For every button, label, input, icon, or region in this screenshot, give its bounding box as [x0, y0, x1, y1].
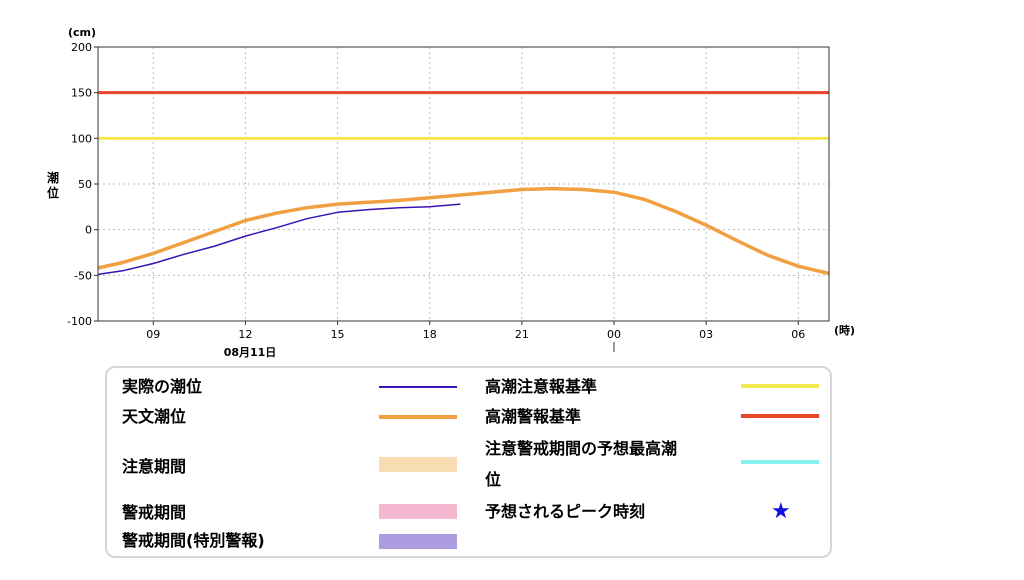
legend-actual-label: 実際の潮位 — [122, 377, 203, 396]
series-lines — [97, 186, 830, 276]
peak-star-icon: ★ — [771, 499, 791, 524]
legend-warning-standard-label: 高潮警報基準 — [485, 407, 582, 426]
x-unit-label: (時) — [834, 323, 855, 337]
y-tick-label: 200 — [71, 41, 92, 54]
y-axis-label: 潮位 — [47, 170, 59, 200]
legend-special-warning-swatch — [379, 534, 457, 549]
y-unit-label: (cm) — [68, 26, 96, 39]
legend-astronomical-swatch — [379, 415, 457, 419]
legend-predicted-max-label-1: 注意警戒期間の予想最高潮 — [485, 439, 678, 458]
x-tick-label: 06 — [791, 328, 805, 341]
legend-astronomical-label: 天文潮位 — [122, 407, 187, 426]
grid-lines — [98, 47, 829, 321]
threshold-lines — [98, 91, 829, 140]
legend-actual-swatch — [379, 386, 457, 388]
legend-predicted-max-swatch — [741, 460, 819, 464]
series-astronomical-line — [97, 186, 830, 276]
legend-peak-time-label: 予想されるピーク時刻 — [485, 502, 646, 521]
legend-advisory-standard-swatch — [741, 384, 819, 388]
x-tick-label: 12 — [238, 328, 252, 341]
x-tick-label: 00 — [607, 328, 621, 341]
series-actual-line — [97, 203, 461, 276]
legend-caution-period-label: 注意期間 — [122, 457, 187, 476]
y-ticks: 200 150 100 50 0 -50 -100 — [67, 41, 98, 328]
x-tick-label: 21 — [515, 328, 529, 341]
y-tick-label: -50 — [74, 269, 92, 282]
legend-advisory-standard-label: 高潮注意報基準 — [485, 377, 598, 396]
y-tick-label: 150 — [71, 87, 92, 100]
y-tick-label: -100 — [67, 315, 92, 328]
legend-special-warning-label: 警戒期間(特別警報) — [122, 531, 265, 550]
y-tick-label: 0 — [85, 224, 92, 237]
date-label: 08月11日 — [224, 346, 277, 359]
y-tick-label: 50 — [78, 178, 92, 191]
legend: 実際の潮位 天文潮位 注意期間 警戒期間 警戒期間(特別警報) 高潮注意報基準 … — [105, 366, 832, 558]
x-ticks: 09 12 15 18 21 00 03 06 — [146, 321, 805, 341]
legend-warning-period-label: 警戒期間 — [122, 503, 187, 522]
x-tick-label: 09 — [146, 328, 160, 341]
tide-chart: 200 150 100 50 0 -50 -100 09 12 15 18 21 00 03 06 (cm… — [47, 26, 855, 359]
legend-caution-period-swatch — [379, 457, 457, 472]
x-tick-label: 15 — [331, 328, 345, 341]
y-tick-label: 100 — [71, 132, 92, 145]
legend-warning-standard-swatch — [741, 414, 819, 418]
x-tick-label: 18 — [423, 328, 437, 341]
x-tick-label: 03 — [699, 328, 713, 341]
legend-warning-period-swatch — [379, 504, 457, 519]
legend-predicted-max-label-2: 位 — [485, 470, 502, 489]
